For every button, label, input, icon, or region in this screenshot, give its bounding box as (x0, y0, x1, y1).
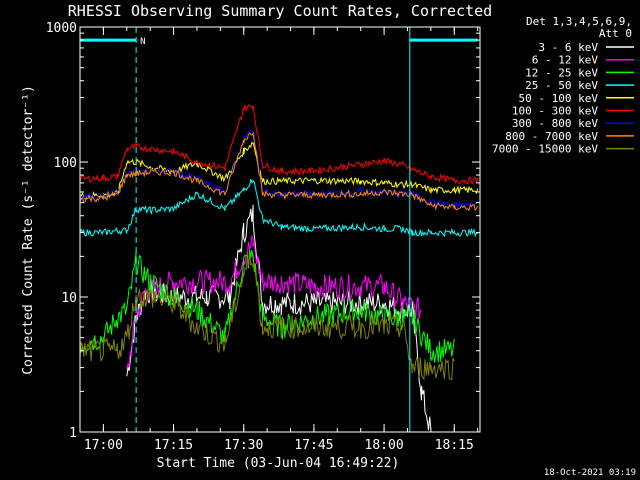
legend-header: Det 1,3,4,5,6,9, (526, 15, 632, 28)
legend-label: 100 - 300 keV (512, 105, 598, 118)
series-line (79, 253, 455, 381)
x-axis: 17:00 17:15 17:30 17:45 18:00 18:15 (79, 27, 479, 453)
legend-label: 7000 - 15000 keV (492, 143, 598, 156)
legend-label: 800 - 7000 keV (505, 130, 598, 143)
x-tick-label: 17:45 (294, 438, 333, 453)
y-tick-label: 1 (69, 426, 77, 441)
legend-label: 3 - 6 keV (538, 41, 598, 54)
y-tick-label: 1000 (46, 21, 77, 36)
y-tick-label: 100 (54, 156, 77, 171)
legend-label: 300 - 800 keV (512, 117, 598, 130)
flag-label: N (140, 37, 145, 47)
series-line (79, 131, 479, 212)
series-line (126, 204, 432, 431)
series-line (79, 130, 478, 209)
legend-header: Att 0 (599, 27, 632, 40)
y-axis: 1 10 100 1000 (46, 21, 480, 441)
legend-label: 25 - 50 keV (525, 79, 598, 92)
series-line (79, 141, 479, 200)
legend-label: 6 - 12 keV (532, 54, 599, 67)
legend-label: 50 - 100 keV (519, 92, 599, 105)
x-tick-label: 17:30 (224, 438, 263, 453)
x-tick-label: 18:15 (435, 438, 474, 453)
x-tick-label: 17:15 (154, 438, 193, 453)
x-tick-label: 17:00 (84, 438, 123, 453)
plot-area: N (79, 26, 481, 433)
x-axis-label: Start Time (03-Jun-04 16:49:22) (157, 456, 400, 471)
y-axis-label: Corrected Count Rate (s⁻¹ detector⁻¹) (21, 85, 36, 375)
plot-frame (79, 26, 481, 433)
chart-title: RHESSI Observing Summary Count Rates, Co… (68, 2, 492, 20)
series-line (79, 249, 455, 363)
x-tick-label: 18:00 (365, 438, 404, 453)
legend-label: 12 - 25 keV (525, 66, 598, 79)
series-line (79, 178, 478, 238)
footer-timestamp: 18-Oct-2021 03:19 (544, 468, 636, 478)
y-tick-label: 10 (61, 291, 77, 306)
series-line (79, 104, 479, 185)
